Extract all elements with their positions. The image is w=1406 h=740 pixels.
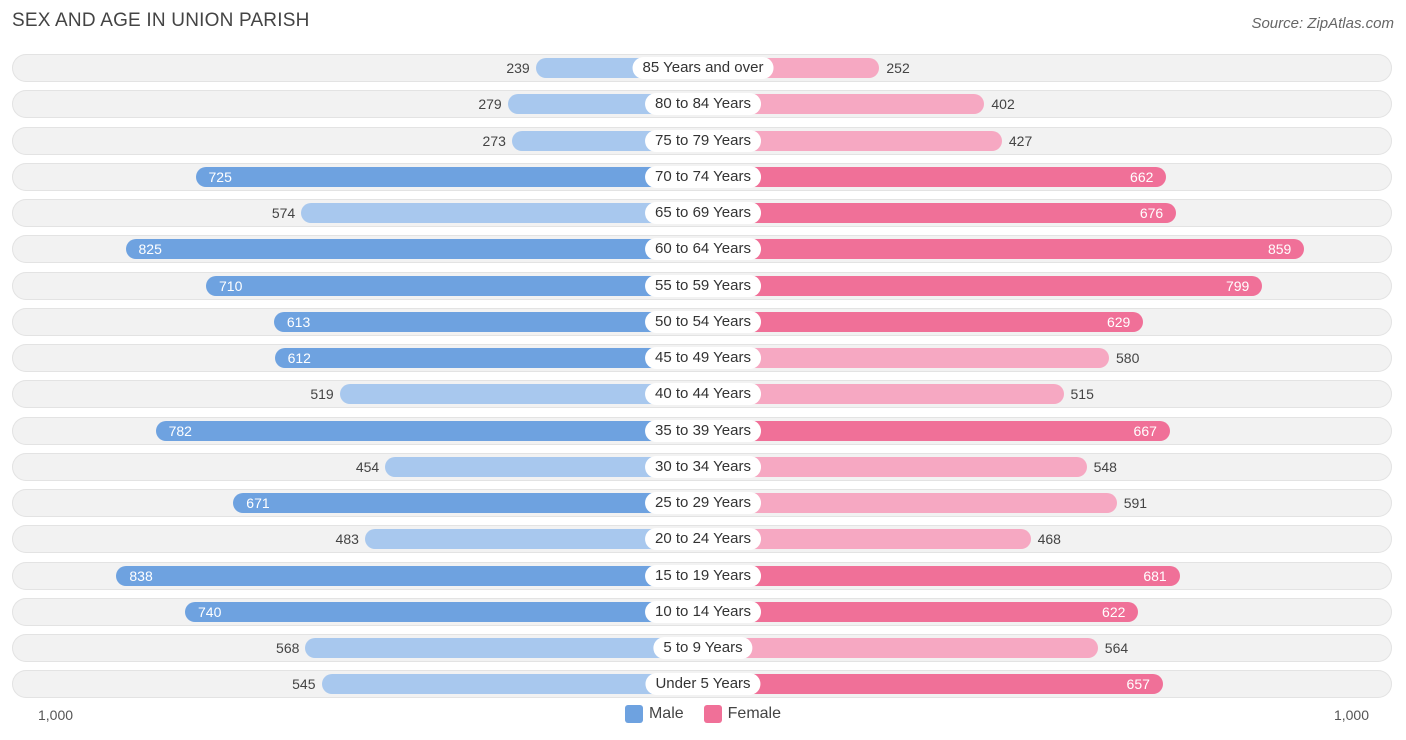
female-value-label: 548 [1093, 458, 1117, 475]
category-label: 75 to 79 Years [645, 129, 761, 152]
male-value-label: 671 [246, 495, 270, 511]
male-value-label: 725 [208, 168, 232, 185]
legend-label-female: Female [727, 705, 782, 722]
male-bar [274, 348, 703, 368]
female-bar [703, 529, 1031, 550]
category-label: 15 to 19 Years [645, 564, 761, 587]
female-value-label: 515 [1070, 386, 1094, 403]
legend-swatch-female [703, 705, 722, 723]
male-bar [273, 311, 703, 332]
legend-label-male: Male [648, 705, 684, 722]
female-value-label: 402 [991, 96, 1015, 113]
female-bar [703, 493, 1117, 513]
male-bar [339, 384, 703, 405]
male-bar [155, 420, 703, 441]
male-value-label: 613 [286, 313, 311, 330]
male-bar [301, 203, 703, 223]
male-value-label: 838 [129, 567, 153, 584]
female-value-label: 662 [1130, 168, 1154, 185]
male-value-label: 273 [482, 132, 506, 149]
chart-title: SEX AND AGE IN UNION PARISH [12, 10, 310, 31]
female-bar [703, 565, 1180, 586]
category-label: 55 to 59 Years [645, 274, 761, 297]
female-bar [703, 311, 1144, 332]
female-bar [703, 275, 1263, 296]
female-value-label: 859 [1267, 241, 1292, 258]
legend-swatch-male [624, 705, 643, 723]
source-label: Source: ZipAtlas.com [1251, 15, 1394, 32]
female-value-label: 564 [1104, 640, 1129, 656]
female-bar [703, 601, 1139, 622]
male-bar [206, 275, 703, 296]
female-bar [703, 456, 1087, 477]
female-value-label: 629 [1106, 313, 1131, 330]
male-value-label: 454 [355, 458, 380, 475]
male-value-label: 740 [198, 603, 222, 620]
male-bar [116, 565, 703, 586]
male-value-label: 782 [168, 422, 192, 439]
male-bar [305, 638, 703, 658]
male-bar [185, 601, 703, 622]
male-value-label: 483 [335, 531, 359, 548]
female-value-label: 657 [1126, 676, 1150, 693]
female-value-label: 252 [886, 60, 910, 76]
category-label: Under 5 Years [645, 673, 761, 696]
male-value-label: 279 [478, 96, 502, 113]
category-label: 10 to 14 Years [645, 600, 761, 623]
legend-item-female: Female [703, 705, 782, 723]
male-bar [125, 239, 703, 260]
female-bar [703, 384, 1064, 405]
female-bar [703, 239, 1305, 260]
female-value-label: 591 [1123, 495, 1148, 511]
female-bar [703, 94, 985, 115]
female-bar [703, 348, 1109, 368]
male-bar [321, 674, 703, 695]
category-label: 25 to 29 Years [645, 492, 761, 514]
female-value-label: 580 [1116, 350, 1140, 366]
female-value-label: 622 [1102, 603, 1126, 620]
male-value-label: 239 [506, 60, 530, 76]
male-value-label: 568 [276, 640, 300, 656]
female-bar [703, 638, 1098, 658]
category-label: 45 to 49 Years [645, 347, 761, 369]
category-label: 30 to 34 Years [645, 455, 761, 478]
female-bar [703, 130, 1002, 151]
category-label: 70 to 74 Years [645, 165, 761, 188]
axis-right-label: 1,000 [1333, 707, 1369, 723]
female-value-label: 681 [1143, 567, 1167, 584]
male-value-label: 612 [287, 350, 311, 366]
male-bar [195, 166, 703, 187]
axis-left-label: 1,000 [38, 707, 74, 723]
male-value-label: 825 [138, 241, 162, 258]
category-label: 80 to 84 Years [645, 93, 761, 116]
male-value-label: 710 [219, 277, 243, 294]
male-value-label: 574 [271, 205, 296, 221]
legend: Male Female [0, 705, 1406, 723]
category-label: 50 to 54 Years [645, 310, 761, 333]
male-bar [385, 456, 703, 477]
legend-item-male: Male [624, 705, 684, 723]
female-value-label: 468 [1037, 531, 1061, 548]
male-value-label: 545 [292, 676, 316, 693]
female-value-label: 799 [1225, 277, 1250, 294]
category-label: 40 to 44 Years [645, 383, 761, 406]
female-bar [703, 203, 1177, 223]
category-label: 20 to 24 Years [645, 528, 761, 551]
male-bar [364, 529, 703, 550]
male-bar [233, 493, 703, 513]
category-label: 5 to 9 Years [653, 637, 753, 659]
category-label: 85 Years and over [632, 57, 774, 79]
category-label: 60 to 64 Years [645, 238, 761, 261]
female-bar [703, 420, 1170, 441]
male-value-label: 519 [310, 386, 334, 403]
female-bar [703, 674, 1163, 695]
female-value-label: 667 [1133, 422, 1157, 439]
female-value-label: 676 [1139, 205, 1164, 221]
female-value-label: 427 [1008, 132, 1033, 149]
category-label: 65 to 69 Years [645, 202, 761, 224]
category-label: 35 to 39 Years [645, 419, 761, 442]
female-bar [703, 166, 1167, 187]
